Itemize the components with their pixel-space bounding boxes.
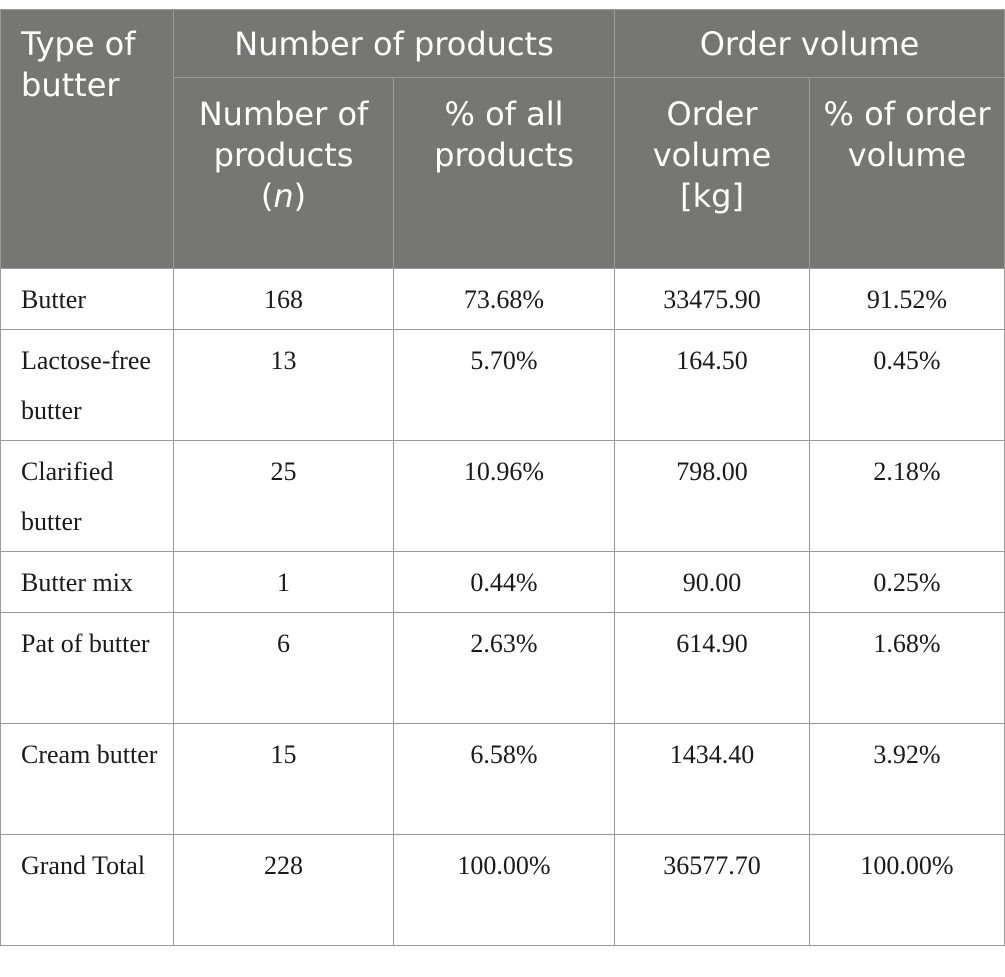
cell-pct-order: 0.45% bbox=[809, 329, 1005, 441]
cell-pct-products: 5.70% bbox=[392, 329, 616, 441]
cell-n: 6 bbox=[173, 612, 394, 724]
header-group-number-of-products: Number of products bbox=[172, 9, 616, 78]
cell-pct-products: 6.58% bbox=[392, 723, 616, 835]
cell-type: Butter mix bbox=[0, 551, 174, 613]
cell-type: Cream butter bbox=[0, 723, 174, 835]
cell-type: Grand Total bbox=[0, 834, 174, 946]
cell-n: 1 bbox=[173, 551, 394, 613]
cell-order-kg: 36577.70 bbox=[614, 834, 811, 946]
cell-pct-products: 100.00% bbox=[392, 834, 616, 946]
cell-type: Butter bbox=[0, 268, 174, 330]
cell-n: 13 bbox=[173, 329, 394, 441]
cell-n: 15 bbox=[173, 723, 394, 835]
header-pct-order-volume: % of order volume bbox=[809, 77, 1005, 269]
table-row-grand-total: Grand Total 228 100.00% 36577.70 100.00% bbox=[0, 834, 1005, 946]
cell-order-kg: 33475.90 bbox=[614, 268, 811, 330]
cell-order-kg: 1434.40 bbox=[614, 723, 811, 835]
cell-pct-products: 73.68% bbox=[392, 268, 616, 330]
cell-type: Lactose-free butter bbox=[0, 329, 174, 441]
header-number-unit: n bbox=[273, 177, 294, 215]
cell-order-kg: 798.00 bbox=[614, 440, 811, 552]
table-row: Lactose-free butter 13 5.70% 164.50 0.45… bbox=[0, 329, 1005, 441]
table-row: Pat of butter 6 2.63% 614.90 1.68% bbox=[0, 612, 1005, 724]
butter-products-table: Type of butter Number of products Order … bbox=[0, 9, 1005, 946]
header-type-of-butter: Type of butter bbox=[0, 9, 174, 269]
cell-pct-order: 2.18% bbox=[809, 440, 1005, 552]
cell-pct-order: 100.00% bbox=[809, 834, 1005, 946]
cell-order-kg: 164.50 bbox=[614, 329, 811, 441]
cell-pct-products: 10.96% bbox=[392, 440, 616, 552]
cell-type: Clarified butter bbox=[0, 440, 174, 552]
header-number-of-products-label: Number of products bbox=[198, 95, 369, 174]
cell-pct-order: 1.68% bbox=[809, 612, 1005, 724]
table-row: Cream butter 15 6.58% 1434.40 3.92% bbox=[0, 723, 1005, 835]
cell-order-kg: 614.90 bbox=[614, 612, 811, 724]
table-row: Clarified butter 25 10.96% 798.00 2.18% bbox=[0, 440, 1005, 552]
cell-type: Pat of butter bbox=[0, 612, 174, 724]
cell-n: 168 bbox=[173, 268, 394, 330]
cell-order-kg: 90.00 bbox=[614, 551, 811, 613]
header-order-volume-kg: Order volume [kg] bbox=[614, 77, 811, 269]
cell-n: 25 bbox=[173, 440, 394, 552]
header-group-order-volume: Order volume bbox=[614, 9, 1005, 78]
table-row: Butter 168 73.68% 33475.90 91.52% bbox=[0, 268, 1005, 330]
header-pct-all-products: % of all products bbox=[392, 77, 616, 269]
cell-pct-order: 91.52% bbox=[809, 268, 1005, 330]
cell-pct-order: 0.25% bbox=[809, 551, 1005, 613]
table-row: Butter mix 1 0.44% 90.00 0.25% bbox=[0, 551, 1005, 613]
header-number-of-products: Number of products (n) bbox=[173, 77, 394, 269]
cell-pct-order: 3.92% bbox=[809, 723, 1005, 835]
cell-pct-products: 0.44% bbox=[392, 551, 616, 613]
cell-pct-products: 2.63% bbox=[392, 612, 616, 724]
cell-n: 228 bbox=[173, 834, 394, 946]
